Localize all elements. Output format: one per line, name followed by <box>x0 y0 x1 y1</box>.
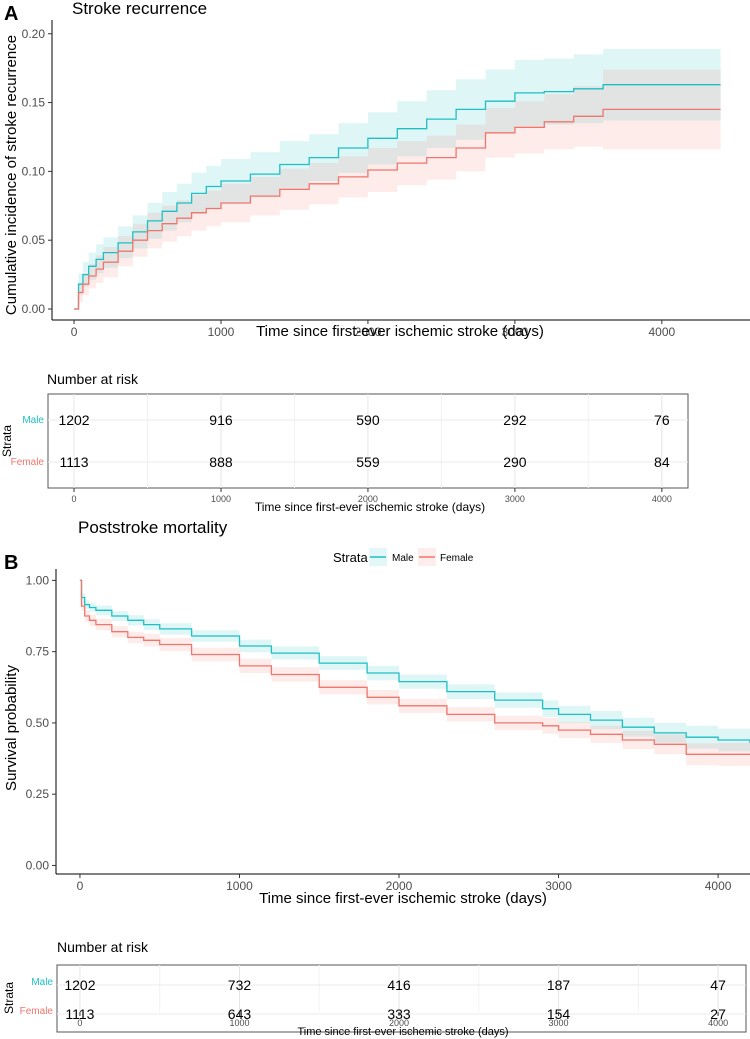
risk-a-x-tick-label: 0 <box>72 494 77 504</box>
risk-table-a-female-label: Female <box>11 457 45 468</box>
risk-a-male-count: 76 <box>654 412 670 428</box>
panel-a-title: Stroke recurrence <box>72 0 207 18</box>
plot-a-y-tick-label: 0.15 <box>22 96 46 110</box>
risk-table-b-title: Number at risk <box>57 939 149 955</box>
risk-table-a-title: Number at risk <box>47 371 139 387</box>
plot-a-y-tick-label: 0.05 <box>22 233 46 247</box>
risk-b-male-count: 1202 <box>64 977 95 993</box>
risk-a-male-count: 1202 <box>58 412 89 428</box>
plot-b-curve-female <box>79 579 750 755</box>
plot-a-curve-female <box>74 108 721 310</box>
plot-b-y-tick-label: 0.25 <box>26 787 50 801</box>
risk-b-x-tick-label: 4000 <box>708 1018 728 1028</box>
plot-b-ci-band-male <box>79 580 750 755</box>
risk-table-b-strata: Strata <box>2 982 16 1014</box>
plot-a-y-tick-label: 0.10 <box>22 164 46 178</box>
plot-a-x-tick-label: 1000 <box>208 325 235 339</box>
plot-b: 0.00 0.25 0.50 0.75 1.00 0 1000 2000 3000 4000 <box>26 569 750 893</box>
risk-a-x-tick-label: 4000 <box>652 494 672 504</box>
panel-a-xlabel: Time since first-ever ischemic stroke (d… <box>256 323 544 340</box>
legend-female-label: Female <box>440 553 474 564</box>
legend-male-label: Male <box>392 553 414 564</box>
plot-b-y-tick-label: 0.75 <box>26 645 50 659</box>
risk-a-x-tick-label: 2000 <box>358 494 378 504</box>
plot-b-ci-band-female <box>79 580 750 766</box>
plot-a-x-tick-label: 2000 <box>355 325 382 339</box>
risk-table-a-strata: Strata <box>0 425 14 457</box>
risk-table-b-female-label: Female <box>20 1006 54 1017</box>
risk-table-a-male-label: Male <box>22 415 44 426</box>
plot-b-x-tick-label: 0 <box>77 879 84 893</box>
plot-a-x-tick-label: 4000 <box>648 325 675 339</box>
risk-table-b-cells: 1202111307326431000416333200018715430004… <box>64 977 728 1028</box>
risk-table-b-frame <box>56 964 747 1033</box>
risk-a-female-count: 559 <box>356 454 380 470</box>
plot-a: 0.00 0.05 0.10 0.15 0.20 0 1000 2000 3000 4000 <box>22 20 750 339</box>
risk-table-a-grid <box>48 394 688 488</box>
plot-b-y-tick-label: 1.00 <box>26 573 50 587</box>
panel-a-ylabel: Cumulative incidence of stroke recurrenc… <box>3 35 20 315</box>
risk-a-male-count: 916 <box>209 412 233 428</box>
risk-b-x-tick-label: 2000 <box>389 1018 409 1028</box>
plot-a-x-tick-label: 3000 <box>502 325 529 339</box>
risk-table-b-xlabel: Time since first-ever ischemic stroke (d… <box>297 1026 508 1038</box>
plot-a-x-tick-label: 0 <box>71 325 78 339</box>
panel-b-label: B <box>4 552 18 574</box>
risk-a-x-tick-label: 1000 <box>211 494 231 504</box>
panel-b-title: Poststroke mortality <box>78 518 228 537</box>
risk-b-male-count: 47 <box>710 977 726 993</box>
plot-a-y-tick-label: 0.00 <box>22 302 46 316</box>
risk-b-x-tick-label: 3000 <box>549 1018 569 1028</box>
risk-a-female-count: 290 <box>503 454 527 470</box>
plot-a-y-tick-label: 0.20 <box>22 27 46 41</box>
panel-b-ylabel: Survival probability <box>3 665 20 791</box>
plot-b-x-tick-label: 4000 <box>705 879 732 893</box>
risk-b-male-count: 187 <box>547 977 571 993</box>
risk-table-a-xlabel: Time since first-ever ischemic stroke (d… <box>255 500 485 514</box>
risk-a-male-count: 590 <box>356 412 380 428</box>
risk-a-male-count: 292 <box>503 412 527 428</box>
plot-a-curve-male <box>74 84 721 310</box>
legend-title: Strata <box>333 550 368 565</box>
plot-b-x-tick-label: 2000 <box>386 879 413 893</box>
risk-a-female-count: 84 <box>654 454 670 470</box>
plot-b-x-tick-label: 3000 <box>545 879 572 893</box>
risk-table-b-male-label: Male <box>31 977 53 988</box>
risk-b-x-tick-label: 1000 <box>229 1018 249 1028</box>
risk-b-male-count: 732 <box>228 977 252 993</box>
plot-b-x-tick-label: 1000 <box>226 879 253 893</box>
plot-a-ci-band-male <box>74 48 721 310</box>
plot-b-y-tick-label: 0.50 <box>26 716 50 730</box>
risk-table-b-grid <box>57 965 746 1015</box>
risk-table-a-cells: 1202 1113 0 916 888 1000 590 559 2000 292 290 3000 7… <box>58 412 671 504</box>
plot-a-ci-band-female <box>74 69 721 309</box>
plot-b-y-tick-label: 0.00 <box>26 858 50 872</box>
risk-b-male-count: 416 <box>387 977 411 993</box>
plot-b-curve-male <box>79 579 750 743</box>
risk-a-x-tick-label: 3000 <box>505 494 525 504</box>
risk-b-x-tick-label: 0 <box>77 1018 82 1028</box>
panel-b-xlabel: Time since first-ever ischemic stroke (d… <box>259 890 547 907</box>
risk-a-female-count: 1113 <box>60 454 89 470</box>
panel-a-label: A <box>4 3 18 25</box>
risk-a-female-count: 888 <box>209 454 233 470</box>
